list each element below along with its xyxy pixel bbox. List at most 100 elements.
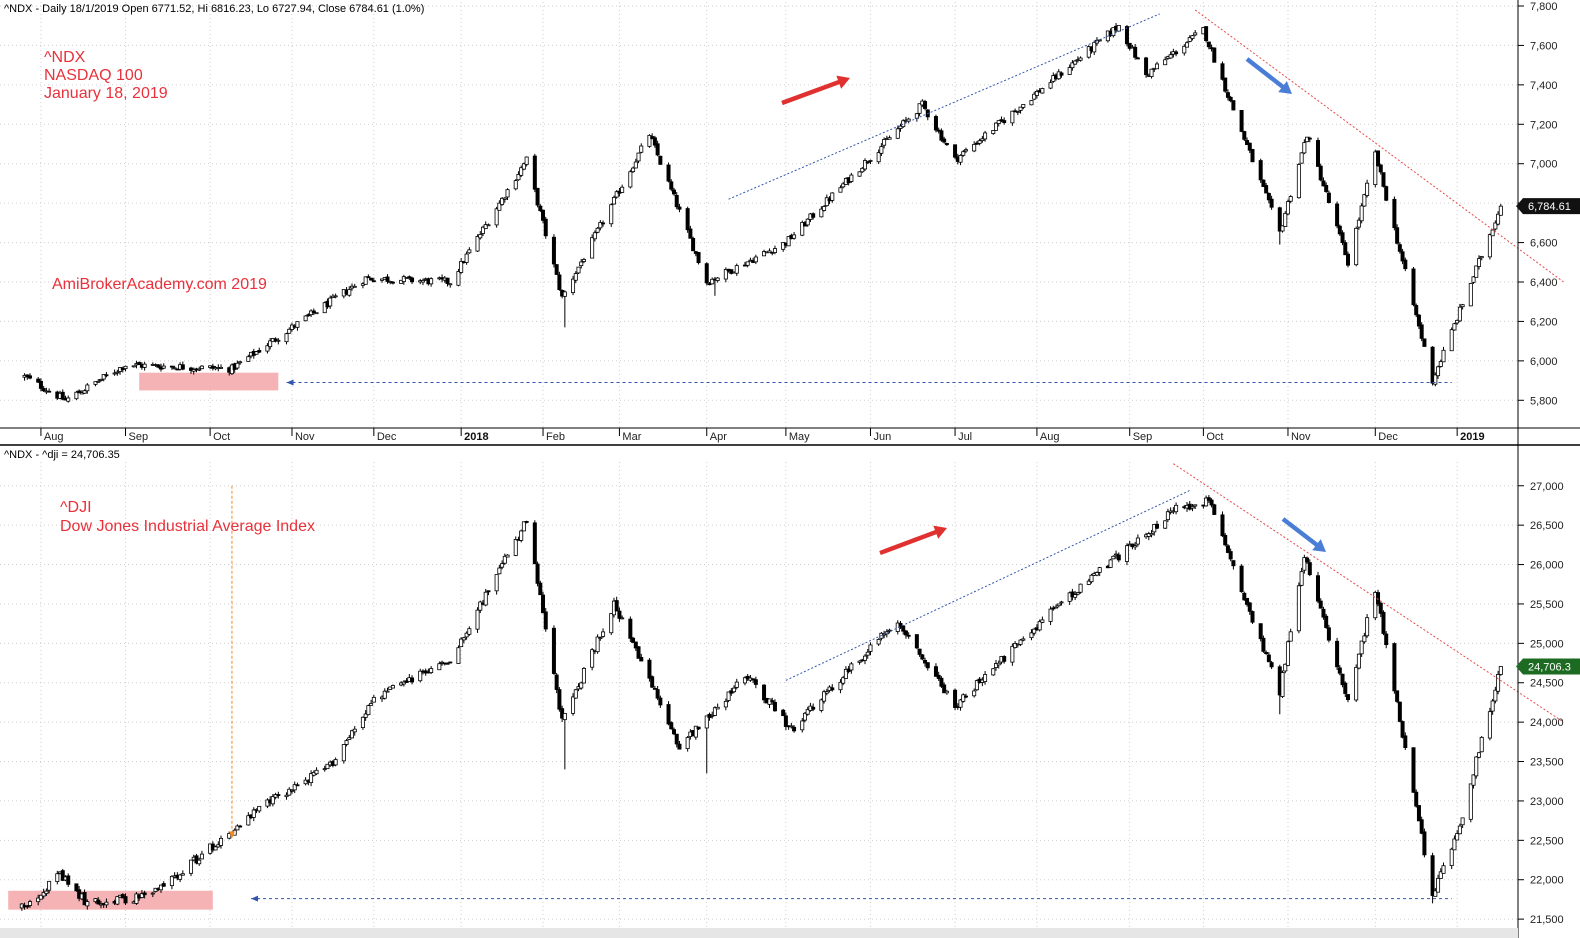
candle bbox=[863, 158, 868, 172]
candle bbox=[620, 615, 625, 620]
candle bbox=[920, 653, 925, 661]
candle-body bbox=[595, 227, 600, 233]
candle-body bbox=[762, 684, 767, 701]
candle bbox=[1422, 338, 1427, 347]
candle-body bbox=[647, 659, 652, 679]
candle bbox=[382, 688, 387, 700]
candle bbox=[1419, 322, 1424, 342]
candle bbox=[535, 561, 540, 587]
candle-body bbox=[156, 364, 161, 368]
candle bbox=[502, 196, 507, 203]
candle-body bbox=[884, 631, 889, 635]
candle-body bbox=[726, 691, 731, 701]
candle-body bbox=[360, 716, 365, 729]
candle-body bbox=[843, 668, 848, 679]
candle bbox=[191, 367, 196, 375]
candle bbox=[238, 360, 243, 365]
candle-body bbox=[213, 846, 218, 851]
candle bbox=[554, 672, 559, 694]
candle bbox=[287, 327, 292, 334]
candle bbox=[420, 278, 425, 286]
candle-body bbox=[830, 687, 835, 691]
candle-body bbox=[1422, 338, 1427, 347]
candle bbox=[576, 266, 581, 274]
candle bbox=[1468, 282, 1473, 307]
candle-body bbox=[1067, 592, 1072, 602]
candle-body bbox=[620, 617, 625, 620]
candle bbox=[1438, 868, 1443, 879]
candle bbox=[41, 385, 46, 393]
candle bbox=[1452, 322, 1457, 331]
candle-body bbox=[82, 390, 87, 394]
candle-body bbox=[822, 691, 827, 702]
candle bbox=[1250, 148, 1255, 163]
candle-body bbox=[524, 156, 529, 165]
candle bbox=[401, 680, 406, 687]
candle-body bbox=[1356, 653, 1361, 669]
ndx-header: ^NDX - Daily 18/1/2019 Open 6771.52, Hi … bbox=[4, 3, 424, 15]
candle bbox=[860, 166, 865, 173]
candle bbox=[868, 159, 873, 165]
candle-body bbox=[914, 113, 919, 119]
candle-body bbox=[284, 333, 289, 343]
candle-body bbox=[1269, 662, 1274, 668]
candle bbox=[437, 661, 442, 671]
candle-body bbox=[1018, 639, 1023, 645]
direction-arrows bbox=[781, 57, 1326, 556]
candle-body bbox=[322, 768, 327, 771]
candle bbox=[1395, 224, 1400, 245]
candle-body bbox=[1343, 242, 1348, 256]
ndx-candles bbox=[22, 22, 1503, 403]
candle-body bbox=[289, 789, 294, 792]
candle-body bbox=[1373, 151, 1378, 186]
candle-body bbox=[169, 365, 174, 368]
candle-body bbox=[1239, 565, 1244, 593]
candle-body bbox=[1174, 504, 1179, 513]
candle-body bbox=[268, 340, 273, 348]
candle-body bbox=[598, 637, 603, 639]
candle bbox=[115, 369, 120, 376]
price-axis-label: 6,000 bbox=[1530, 356, 1558, 368]
candle bbox=[953, 144, 958, 160]
candle bbox=[227, 831, 232, 840]
candle bbox=[284, 792, 289, 800]
sheet-tab-bar[interactable] bbox=[0, 928, 1518, 938]
candle bbox=[1356, 653, 1361, 670]
dji-up-arrow-shaft bbox=[879, 529, 939, 556]
candle bbox=[1280, 670, 1285, 698]
candle-body bbox=[1452, 323, 1457, 331]
candle-body bbox=[655, 689, 660, 699]
candle bbox=[1457, 823, 1462, 835]
candle bbox=[161, 881, 166, 887]
candle bbox=[47, 388, 52, 393]
candle-body bbox=[311, 310, 316, 314]
candle-body bbox=[1193, 32, 1198, 36]
candle-body bbox=[112, 372, 117, 375]
candle-body bbox=[658, 155, 663, 165]
candle-body bbox=[1078, 583, 1083, 593]
candle-body bbox=[1231, 560, 1236, 567]
candle-body bbox=[1362, 635, 1367, 643]
last-price-label: 6,784.61 bbox=[1528, 201, 1571, 213]
candle bbox=[581, 257, 586, 264]
candle-body bbox=[991, 130, 996, 134]
candle bbox=[1315, 571, 1320, 604]
candle bbox=[901, 625, 906, 635]
candle bbox=[876, 638, 881, 646]
candle bbox=[723, 698, 728, 711]
candle bbox=[410, 276, 415, 285]
candle bbox=[93, 381, 98, 387]
candle bbox=[1280, 225, 1285, 233]
candle-body bbox=[1190, 506, 1195, 509]
candle bbox=[1070, 60, 1075, 71]
price-axis-label: 25,000 bbox=[1530, 638, 1564, 650]
candle-body bbox=[352, 285, 357, 288]
candle bbox=[1340, 230, 1345, 246]
price-axis-label: 26,500 bbox=[1530, 520, 1564, 532]
candle-body bbox=[1460, 817, 1465, 826]
candle bbox=[598, 636, 603, 641]
candle bbox=[541, 209, 546, 224]
candle-body bbox=[745, 261, 750, 266]
candle bbox=[1247, 142, 1252, 154]
candle-body bbox=[257, 805, 262, 812]
